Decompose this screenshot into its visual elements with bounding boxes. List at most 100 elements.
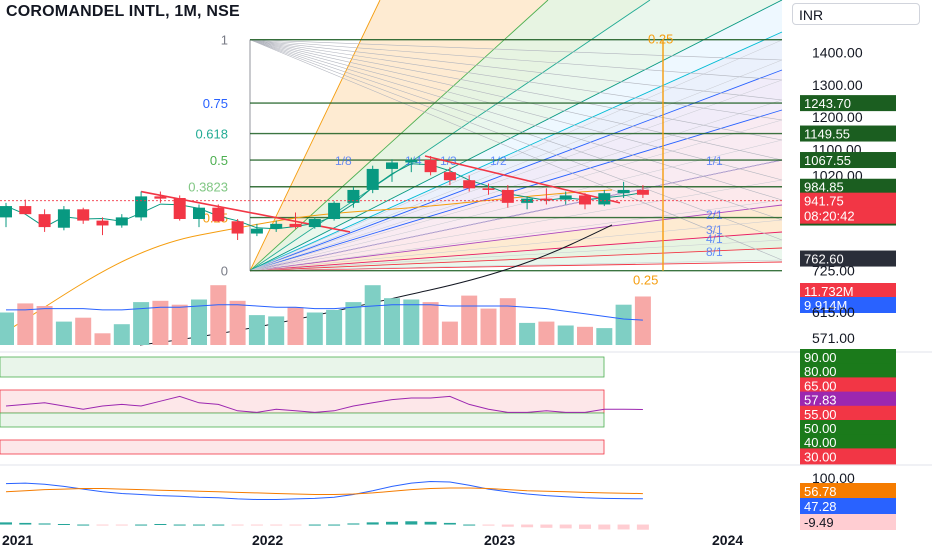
gann-ratio-label: 2/1 xyxy=(706,208,723,222)
volume-bar xyxy=(287,307,304,345)
candle-body xyxy=(347,189,360,203)
volume-ma-tag-bg xyxy=(800,297,896,313)
price-tag: 1243.70 xyxy=(804,96,851,111)
price-tick-label: 1300.00 xyxy=(812,77,863,93)
macd-histogram-bar xyxy=(270,524,283,526)
volume-bar xyxy=(171,304,188,345)
macd-histogram-bar xyxy=(579,524,591,529)
volume-bar xyxy=(384,298,400,345)
candle-body xyxy=(598,193,611,205)
volume-bar xyxy=(441,321,458,345)
gann-fan-line xyxy=(249,0,783,272)
gann-grid-line xyxy=(249,39,783,181)
fib-level-label: 1 xyxy=(221,33,228,48)
candle-body xyxy=(386,162,398,169)
macd-histogram-bar xyxy=(366,522,379,525)
gann-grid-line xyxy=(249,39,783,141)
volume-bar xyxy=(229,300,246,345)
macd-histogram-bar xyxy=(154,524,167,525)
macd-histogram-bar xyxy=(0,522,12,525)
gann-grid-line xyxy=(249,239,783,271)
candle-body xyxy=(366,168,379,190)
price-tick-label: 571.00 xyxy=(812,330,855,346)
rsi-band-low xyxy=(0,412,605,428)
macd-tag-bg xyxy=(800,498,896,514)
macd-histogram-bar xyxy=(328,524,341,526)
time-axis-label: 2024 xyxy=(712,532,743,548)
candle-body xyxy=(540,198,553,201)
volume-bar xyxy=(403,299,420,345)
candle-body xyxy=(57,209,70,228)
candle-body xyxy=(636,189,649,195)
macd-histogram-bar xyxy=(463,524,476,526)
rsi-tag-bg xyxy=(800,349,896,365)
candle-body xyxy=(96,220,109,226)
candle-body xyxy=(212,207,225,222)
candle-body xyxy=(173,198,186,219)
gann-fan-line xyxy=(249,31,783,272)
candle-body xyxy=(38,214,51,228)
candle-body xyxy=(482,188,495,190)
macd-histogram-bar xyxy=(250,524,263,526)
gann-grid-line xyxy=(249,59,783,271)
macd-histogram-bar xyxy=(617,524,630,530)
volume-ma-line xyxy=(6,304,643,321)
currency-selector[interactable]: INR xyxy=(792,3,920,25)
gann-grid-line xyxy=(249,219,783,271)
price-tick-label: 1400.00 xyxy=(812,45,863,61)
rsi-tag-bg xyxy=(800,405,896,422)
gann-fan-line xyxy=(249,247,783,272)
gann-fan-line xyxy=(249,204,783,272)
rsi-tag: 50.00 xyxy=(804,421,837,436)
trendline-2 xyxy=(424,155,621,204)
price-tag: 984.85 xyxy=(804,180,844,195)
macd-histogram-bar xyxy=(559,524,572,529)
time-fib-label-top: 0.25 xyxy=(648,32,673,47)
volume-bar xyxy=(210,285,227,345)
time-axis-label: 2021 xyxy=(2,532,33,548)
time-fib-label-bottom: 0.25 xyxy=(633,273,658,288)
macd-histogram-bar xyxy=(347,523,360,525)
candle-body xyxy=(559,195,572,200)
candle-body xyxy=(231,221,244,234)
fib-level-label: 0.3823 xyxy=(188,180,228,195)
gann-grid-line xyxy=(249,259,783,271)
candle-body xyxy=(154,196,167,199)
price-tick-label: 1200.00 xyxy=(812,109,863,125)
candle-body xyxy=(289,223,302,228)
price-tag: 1149.55 xyxy=(804,127,850,142)
rsi-line xyxy=(5,395,643,413)
rsi-tag-bg xyxy=(800,391,896,408)
rsi-band-bottom xyxy=(0,439,605,455)
macd-histogram-bar xyxy=(482,524,495,526)
macd-histogram-bar xyxy=(443,522,456,525)
candle-body xyxy=(250,228,263,234)
volume-bar xyxy=(113,324,130,345)
volume-bar xyxy=(306,312,323,345)
gann-grid-line xyxy=(249,179,783,271)
volume-bar xyxy=(191,299,207,345)
fib-level-label: 0.75 xyxy=(203,96,228,111)
volume-bar xyxy=(94,333,111,345)
volume-bar xyxy=(422,302,439,345)
price-tag-bg xyxy=(800,125,896,142)
price-tag-bg xyxy=(800,250,896,267)
fib-level-label: 0 xyxy=(221,264,228,279)
gann-fan-line xyxy=(249,231,783,272)
gann-grid-line xyxy=(249,39,783,261)
volume-bar xyxy=(461,295,478,345)
price-tag: 762.60 xyxy=(804,252,844,267)
volume-bar xyxy=(248,315,265,345)
candle-body xyxy=(405,159,418,163)
macd-signal-tag: 56.78 xyxy=(804,484,837,499)
fib-level-label: 0.5 xyxy=(210,153,228,168)
candle-body xyxy=(424,159,437,173)
macd-histogram-bar xyxy=(308,524,321,526)
volume-bar xyxy=(634,296,651,345)
gann-grid-line xyxy=(249,39,783,271)
candle-body xyxy=(115,217,128,226)
volume-bar xyxy=(577,326,593,345)
gann-grid-line xyxy=(249,139,783,271)
volume-bar xyxy=(152,300,169,345)
